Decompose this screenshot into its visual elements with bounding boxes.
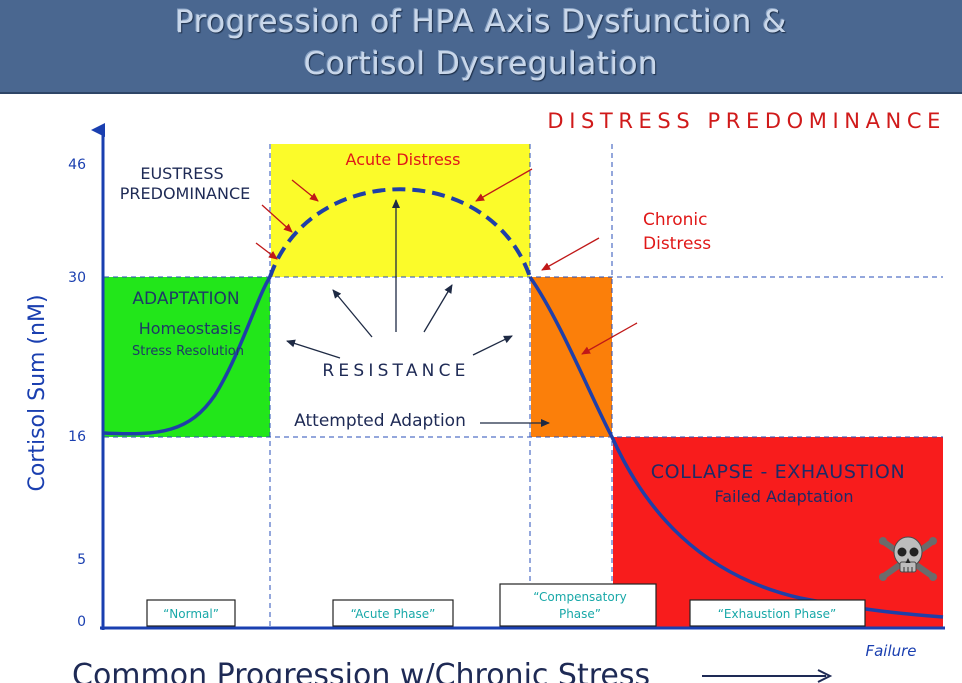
cortisol-curve-solid-left (103, 276, 272, 436)
phase-compensatory-line1: “Compensatory (533, 590, 627, 604)
cortisol-curve-dashed (268, 187, 532, 278)
phase-exhaustion-label: “Exhaustion Phase” (718, 607, 837, 621)
failure-label: Failure (865, 642, 916, 660)
chronic-distress-line1: Chronic (643, 210, 708, 230)
y-axis-label: Cortisol Sum (nM) (25, 294, 50, 491)
adaptation-region (104, 277, 270, 437)
resistance-arrows (286, 199, 550, 427)
phase-box-acute: “Acute Phase” (332, 599, 454, 627)
phase-compensatory-line2: Phase” (559, 607, 601, 621)
x-axis-label: Common Progression w/Chronic Stress (72, 658, 650, 683)
y-tick-16: 16 (68, 429, 86, 445)
distress-predominance-label: DISTRESS PREDOMINANCE (547, 109, 946, 133)
distress-arrows (255, 168, 638, 355)
eustress-label-line2: PREDOMINANCE (120, 184, 250, 203)
cortisol-curve-solid-right (528, 275, 944, 619)
skull-crossbones-icon (879, 536, 937, 581)
progression-arrow-head (817, 669, 833, 683)
resistance-label: RESISTANCE (322, 361, 469, 381)
guide-lines (104, 144, 943, 627)
y-tick-46: 46 (68, 157, 86, 173)
y-tick-5: 5 (77, 552, 86, 568)
y-tick-30: 30 (68, 270, 86, 286)
phase-box-compensatory: “Compensatory Phase” (499, 583, 657, 627)
attempted-adaption-label: Attempted Adaption (294, 411, 466, 431)
homeostasis-label: Homeostasis (139, 319, 242, 338)
adaptation-label: ADAPTATION (132, 289, 239, 309)
chronic-distress-line2: Distress (643, 234, 711, 254)
phase-box-normal: “Normal” (146, 599, 236, 627)
failed-adaptation-label: Failed Adaptation (714, 487, 853, 506)
exhaustion-region (613, 437, 943, 627)
phase-box-exhaustion: “Exhaustion Phase” (689, 599, 866, 627)
title-banner: Progression of HPA Axis Dysfunction & Co… (0, 0, 962, 94)
acute-distress-region (271, 144, 530, 277)
eustress-label-line1: EUSTRESS (140, 164, 223, 183)
y-tick-0: 0 (77, 614, 86, 630)
collapse-exhaustion-label: COLLAPSE - EXHAUSTION (651, 461, 906, 483)
title-line-1: Progression of HPA Axis Dysfunction & (175, 4, 787, 40)
phase-acute-label: “Acute Phase” (351, 607, 436, 621)
title-line-2: Cortisol Dysregulation (303, 46, 659, 82)
phase-normal-label: “Normal” (163, 607, 219, 621)
acute-distress-label: Acute Distress (346, 150, 461, 169)
stress-resolution-label: Stress Resolution (132, 344, 244, 359)
